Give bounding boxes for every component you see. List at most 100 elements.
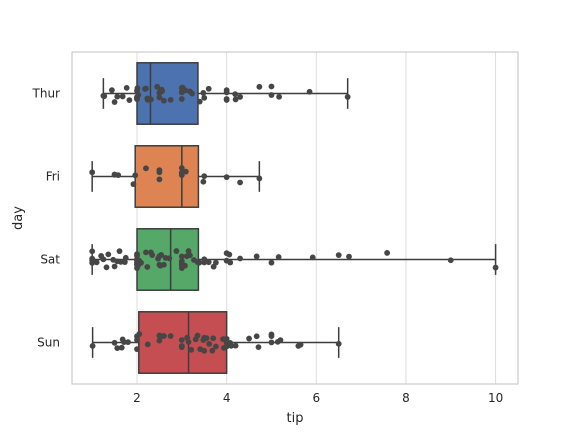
point-sun-48 [268, 339, 275, 346]
point-sat-51 [186, 252, 193, 259]
point-sat-63 [227, 259, 234, 266]
point-sat-40 [166, 255, 173, 262]
point-sun-12 [156, 337, 163, 344]
point-thur-2 [100, 92, 107, 99]
point-thur-4 [114, 93, 121, 100]
point-fri-4 [130, 181, 137, 188]
point-sat-8 [103, 264, 110, 271]
point-sat-7 [100, 256, 107, 263]
point-thur-47 [256, 83, 263, 90]
point-thur-16 [143, 85, 149, 92]
point-fri-19 [256, 175, 263, 182]
point-thur-19 [147, 96, 154, 103]
point-sun-53 [335, 340, 342, 347]
point-thur-36 [196, 98, 203, 105]
point-fri-13 [178, 172, 185, 178]
point-thur-51 [306, 88, 313, 95]
point-sun-30 [203, 335, 210, 342]
point-sat-68 [309, 254, 316, 261]
point-sat-62 [226, 251, 233, 258]
point-fri-16 [201, 173, 208, 180]
point-thur-52 [344, 94, 351, 100]
plot-frame [71, 51, 519, 385]
point-sat-56 [201, 256, 208, 263]
point-sun-43 [246, 335, 252, 342]
point-sat-38 [160, 261, 167, 268]
point-sun-22 [185, 339, 192, 345]
point-sun-47 [268, 333, 275, 340]
point-sun-0 [89, 343, 96, 349]
point-sun-31 [206, 341, 213, 347]
x-tick-label-4: 4 [223, 391, 231, 405]
point-fri-18 [237, 179, 243, 186]
x-axis-label: tip [287, 411, 304, 426]
point-sat-70 [346, 253, 352, 260]
point-sat-71 [384, 250, 391, 256]
point-sun-34 [212, 343, 219, 350]
box-sun [91, 311, 340, 374]
box-body-sun [138, 311, 228, 374]
point-thur-49 [268, 83, 275, 90]
point-sun-41 [228, 342, 235, 349]
point-sun-37 [223, 335, 230, 342]
point-thur-7 [126, 97, 133, 103]
point-thur-48 [268, 92, 275, 98]
point-sat-64 [237, 255, 243, 262]
point-sun-15 [160, 333, 167, 339]
x-tick-label-2: 2 [133, 391, 141, 405]
point-sun-25 [194, 332, 201, 339]
point-sat-65 [253, 253, 260, 260]
point-sun-19 [178, 343, 185, 349]
point-sat-15 [121, 259, 128, 265]
box-layer [91, 62, 497, 374]
point-sat-66 [268, 259, 275, 266]
box-body-fri [134, 145, 200, 208]
point-fri-9 [156, 176, 163, 183]
point-sun-9 [134, 336, 140, 343]
point-fri-8 [156, 167, 163, 174]
point-thur-6 [123, 84, 130, 91]
point-fri-5 [132, 172, 139, 179]
y-tick-label-sun: Sun [37, 336, 60, 350]
x-tick-label-8: 8 [402, 391, 410, 405]
point-sat-69 [335, 252, 342, 259]
point-sun-8 [134, 346, 140, 353]
point-fri-10 [178, 165, 185, 171]
point-sat-54 [196, 259, 203, 266]
point-thur-37 [200, 90, 207, 96]
point-sat-23 [134, 251, 140, 258]
point-thur-25 [159, 88, 165, 95]
point-sat-41 [173, 248, 180, 254]
point-thur-46 [237, 94, 243, 100]
point-sat-67 [275, 254, 282, 260]
strip-points [89, 83, 499, 354]
box-body-thur [136, 62, 199, 125]
point-thur-14 [135, 91, 142, 98]
tick-labels: 2 4 6 8 10 Thur Fri Sat Sun [32, 87, 504, 406]
point-thur-38 [201, 94, 208, 101]
point-thur-39 [205, 85, 212, 92]
point-sat-30 [144, 264, 151, 270]
point-thur-44 [232, 91, 239, 98]
point-sat-59 [212, 259, 219, 266]
point-sat-48 [182, 262, 188, 269]
point-sat-32 [149, 252, 156, 258]
point-sat-1 [89, 248, 96, 255]
x-tick-label-10: 10 [488, 391, 503, 405]
point-sat-37 [158, 252, 165, 258]
point-fri-0 [89, 169, 96, 176]
point-thur-27 [167, 96, 174, 103]
point-thur-13 [134, 85, 141, 92]
point-fri-6 [143, 165, 149, 172]
point-sun-11 [144, 341, 151, 348]
point-sun-42 [232, 342, 239, 349]
point-sat-47 [178, 258, 185, 264]
point-sun-3 [118, 344, 125, 351]
y-tick-label-fri: Fri [46, 170, 60, 184]
point-sun-45 [255, 344, 262, 351]
point-sun-10 [136, 331, 143, 337]
point-thur-3 [111, 99, 118, 105]
point-thur-50 [276, 93, 282, 100]
point-thur-26 [160, 97, 167, 104]
point-sun-33 [210, 335, 217, 342]
